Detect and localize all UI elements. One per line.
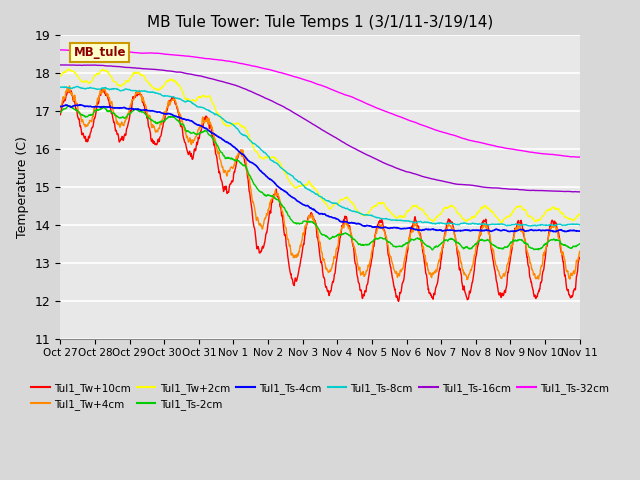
Legend: Tul1_Tw+10cm, Tul1_Tw+4cm, Tul1_Tw+2cm, Tul1_Ts-2cm, Tul1_Ts-4cm, Tul1_Ts-8cm, T: Tul1_Tw+10cm, Tul1_Tw+4cm, Tul1_Tw+2cm, … bbox=[27, 379, 613, 414]
Title: MB Tule Tower: Tule Temps 1 (3/1/11-3/19/14): MB Tule Tower: Tule Temps 1 (3/1/11-3/19… bbox=[147, 15, 493, 30]
Y-axis label: Temperature (C): Temperature (C) bbox=[16, 136, 29, 238]
Text: MB_tule: MB_tule bbox=[74, 46, 126, 59]
